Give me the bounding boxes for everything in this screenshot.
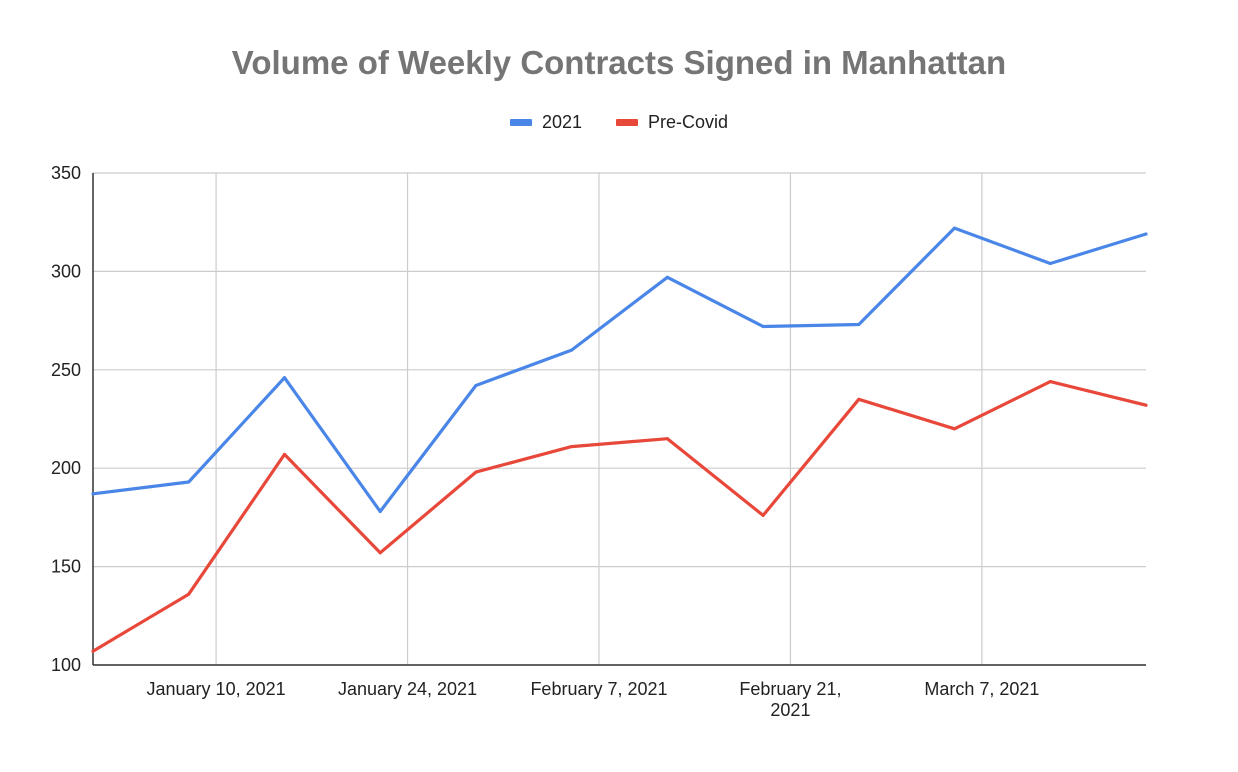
x-tick-label: March 7, 2021 (924, 679, 1039, 699)
data-point (187, 480, 191, 484)
data-point (1048, 380, 1052, 384)
data-point (474, 470, 478, 474)
data-point (953, 226, 957, 230)
legend-swatch-series-1 (509, 119, 532, 126)
y-tick-label: 350 (51, 163, 81, 183)
data-point (1144, 403, 1148, 407)
data-point (1048, 262, 1052, 266)
x-tick-label: 2021 (770, 700, 810, 720)
y-tick-label: 150 (51, 557, 81, 577)
data-point (282, 452, 286, 456)
x-tick-label: February 7, 2021 (530, 679, 667, 699)
series-line-1 (91, 226, 1148, 514)
data-point (91, 649, 95, 653)
data-point (91, 492, 95, 496)
data-point (665, 437, 669, 441)
legend-label-series-1: 2021 (541, 112, 582, 132)
data-point (665, 275, 669, 279)
data-point (282, 376, 286, 380)
data-point (761, 325, 765, 329)
data-point (378, 551, 382, 555)
y-tick-label: 100 (51, 655, 81, 675)
data-point (953, 427, 957, 431)
legend-item-series-1[interactable]: 2021 (509, 112, 582, 133)
legend: 2021 Pre-Covid (0, 112, 1238, 133)
x-tick-label: January 24, 2021 (338, 679, 477, 699)
data-point (761, 513, 765, 517)
series-line-2 (91, 380, 1148, 653)
data-point (378, 509, 382, 513)
data-point (570, 445, 574, 449)
data-point (570, 348, 574, 352)
data-point (1144, 232, 1148, 236)
data-point (187, 592, 191, 596)
x-tick-label: February 21, (739, 679, 841, 699)
data-point (857, 323, 861, 327)
chart-title: Volume of Weekly Contracts Signed in Man… (231, 44, 1007, 81)
data-point (474, 384, 478, 388)
y-tick-label: 300 (51, 261, 81, 281)
x-tick-label: January 10, 2021 (147, 679, 286, 699)
y-tick-label: 200 (51, 458, 81, 478)
legend-label-series-2: Pre-Covid (648, 112, 729, 132)
y-tick-label: 250 (51, 360, 81, 380)
legend-item-series-2[interactable]: Pre-Covid (616, 112, 728, 133)
data-point (857, 397, 861, 401)
legend-swatch-series-2 (616, 119, 638, 126)
